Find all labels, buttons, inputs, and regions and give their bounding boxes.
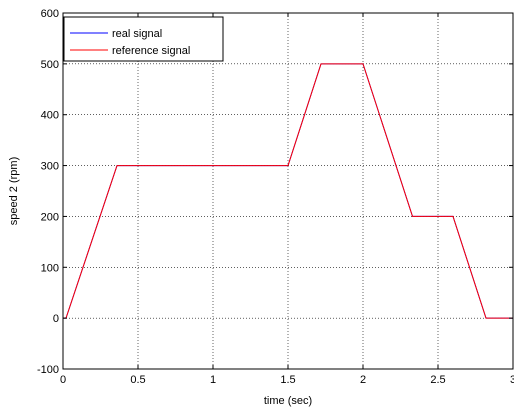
y-tick-labels: -100 0 100 200 300 400 500 600 [37,8,59,376]
series-line-reference-signal [63,63,513,319]
ticks [62,12,514,370]
x-tick-label: 3 [510,374,514,386]
x-tick-label: 1.5 [280,374,295,386]
x-tick-labels: 0 0.5 1 1.5 2 2.5 3 [60,374,514,386]
y-tick-label: 100 [41,262,59,274]
y-axis-title: speed 2 (rpm) [8,157,20,225]
x-tick-label: 0 [60,374,66,386]
x-tick-label: 0.5 [130,374,145,386]
legend: real signal reference signal [63,16,224,62]
x-axis-title: time (sec) [264,395,312,407]
legend-box [63,16,224,62]
legend-label-real-signal: real signal [112,28,162,40]
x-tick-label: 2 [360,374,366,386]
series-layer [63,63,513,319]
y-tick-label: 0 [53,313,59,325]
y-tick-label: 600 [41,8,59,20]
y-tick-label: 500 [41,59,59,71]
y-tick-label: -100 [37,364,59,376]
x-tick-label: 1 [210,374,216,386]
legend-label-reference-signal: reference signal [112,45,190,57]
y-tick-label: 300 [41,161,59,173]
y-tick-label: 400 [41,110,59,122]
y-tick-label: 200 [41,211,59,223]
x-tick-label: 2.5 [430,374,445,386]
